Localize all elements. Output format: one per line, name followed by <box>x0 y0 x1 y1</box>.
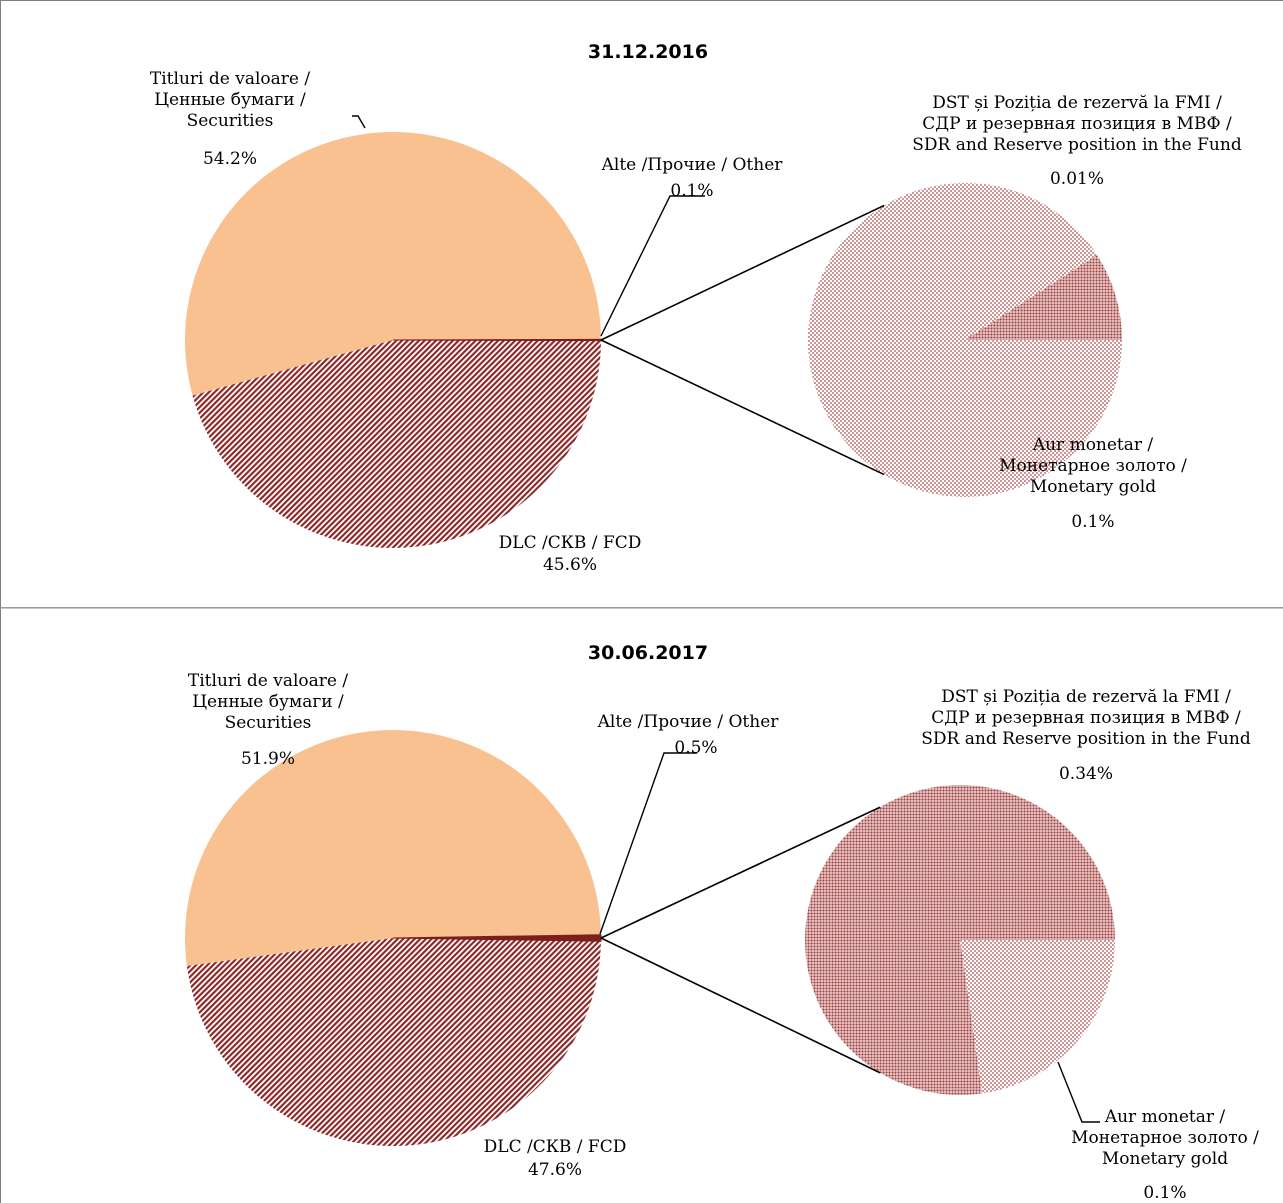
label-other-line: Alte /Прочие / Other <box>601 155 784 175</box>
value-label-other: 0.1% <box>670 181 713 201</box>
label-sdr-line: СДР и резервная позиция в МВФ / <box>931 708 1241 728</box>
label-gold-line: Monetary gold <box>1102 1149 1228 1169</box>
label-sdr-line: DST și Poziția de rezervă la FMI / <box>932 93 1222 113</box>
label-gold: Aur monetar / Монетарное золото / Monetary… <box>999 435 1187 497</box>
leader-line <box>600 195 705 337</box>
label-securities-line: Ценные бумаги / <box>154 90 306 110</box>
value-label-gold: 0.1% <box>1143 1183 1186 1203</box>
pie-slice-fcd <box>186 938 601 1147</box>
label-gold-line: Monetary gold <box>1030 477 1156 497</box>
connector-line <box>600 204 885 341</box>
label-securities-line: Titluri de valoare / <box>188 671 348 691</box>
value-label-gold: 0.1% <box>1071 512 1114 532</box>
pie-slice-fcd <box>192 340 601 548</box>
breakout-slice-gold <box>808 182 1122 497</box>
connector-line <box>600 339 885 476</box>
value-label-fcd: 47.6% <box>528 1160 582 1180</box>
label-sdr: DST și Poziția de rezervă la FMI / СДР и … <box>921 687 1251 749</box>
value-label-sdr: 0.01% <box>1050 169 1104 189</box>
value-label-securities: 51.9% <box>241 749 295 769</box>
label-securities-line: Securities <box>225 713 312 733</box>
leader-line <box>352 115 366 129</box>
connector-line <box>600 937 881 1074</box>
chart-title: 31.12.2016 <box>588 41 708 63</box>
value-label-sdr: 0.34% <box>1059 764 1113 784</box>
label-fcd: DLC /СКВ / FCD <box>499 533 642 553</box>
pie-slice-securities <box>184 131 601 396</box>
value-label-other: 0.5% <box>674 738 717 758</box>
breakout-slice-gold <box>960 940 1115 1094</box>
label-securities: Titluri de valoare / Ценные бумаги / Secur… <box>150 69 310 131</box>
label-securities-line: Ценные бумаги / <box>192 692 344 712</box>
label-other: Alte /Прочие / Other <box>601 155 784 175</box>
label-fcd: DLC /СКВ / FCD <box>484 1137 627 1157</box>
label-gold-line: Монетарное золото / <box>999 456 1187 476</box>
label-sdr-line: SDR and Reserve position in the Fund <box>921 729 1251 749</box>
label-gold-line: Aur monetar / <box>1032 435 1154 455</box>
label-gold: Aur monetar / Монетарное золото / Monetary… <box>1071 1107 1259 1169</box>
label-sdr-line: SDR and Reserve position in the Fund <box>912 135 1242 155</box>
label-fcd-line: DLC /СКВ / FCD <box>499 533 642 553</box>
chart-panel-2016 <box>0 0 1283 608</box>
breakout-slice-sdr <box>965 255 1122 340</box>
label-sdr: DST și Poziția de rezervă la FMI / СДР и … <box>912 93 1242 155</box>
label-other-line: Alte /Прочие / Other <box>597 712 780 732</box>
label-other: Alte /Прочие / Other <box>597 712 780 732</box>
label-securities-line: Securities <box>187 111 274 131</box>
connector-line <box>600 806 881 939</box>
label-fcd-line: DLC /СКВ / FCD <box>484 1137 627 1157</box>
leader-line <box>1057 1061 1100 1123</box>
label-sdr-line: DST și Poziția de rezervă la FMI / <box>941 687 1231 707</box>
chart-panel-2017 <box>0 608 1283 1203</box>
leader-line <box>599 752 697 935</box>
label-securities-line: Titluri de valoare / <box>150 69 310 89</box>
label-gold-line: Монетарное золото / <box>1071 1128 1259 1148</box>
chart-title: 30.06.2017 <box>588 642 708 664</box>
value-label-fcd: 45.6% <box>543 555 597 575</box>
pie-slice-securities <box>185 730 601 967</box>
value-label-securities: 54.2% <box>203 149 257 169</box>
breakout-slice-sdr <box>804 785 1115 1095</box>
label-securities: Titluri de valoare / Ценные бумаги / Secur… <box>188 671 348 733</box>
label-gold-line: Aur monetar / <box>1104 1107 1226 1127</box>
label-sdr-line: СДР и резервная позиция в МВФ / <box>922 114 1232 134</box>
